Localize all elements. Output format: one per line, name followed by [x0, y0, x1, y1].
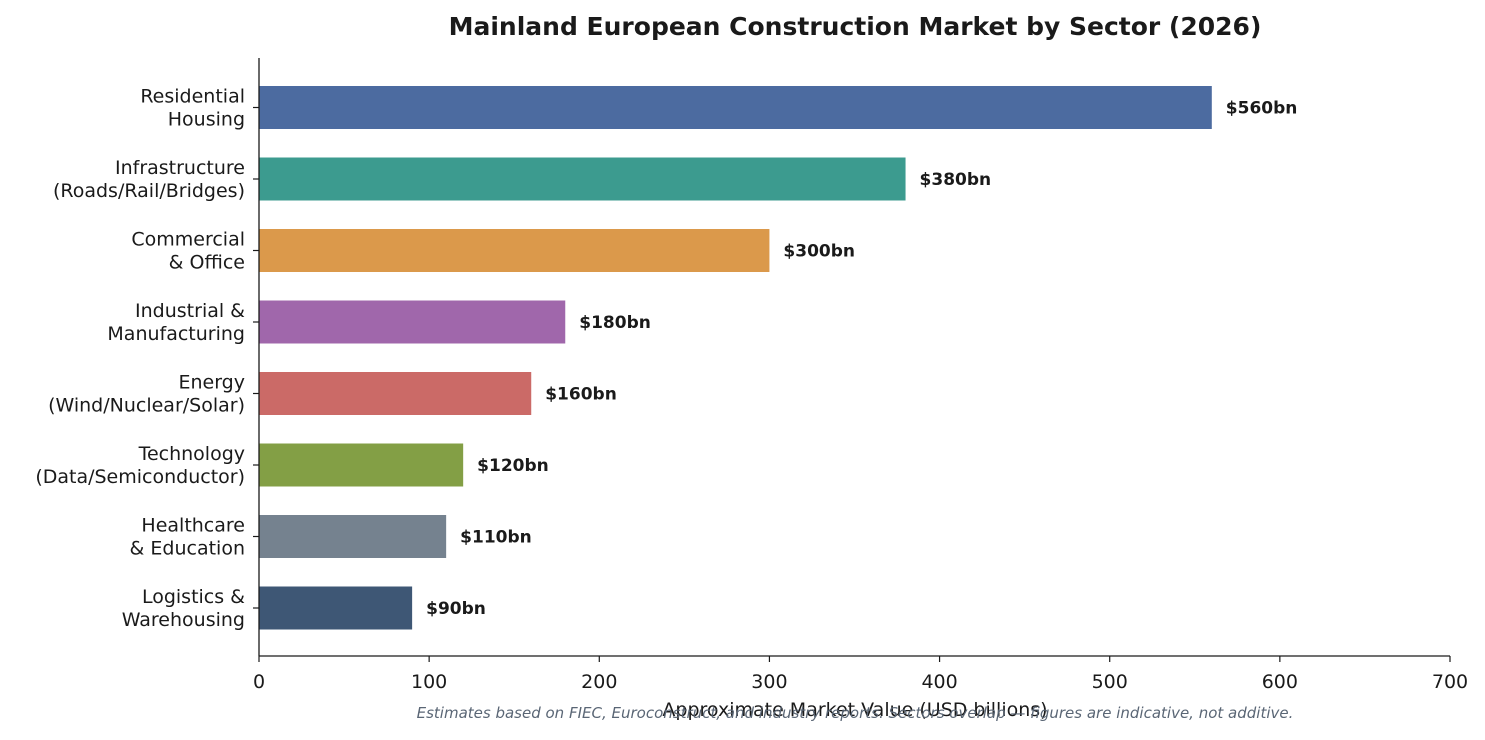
chart-title: Mainland European Construction Market by…	[449, 12, 1262, 41]
x-tick-label-2: 200	[581, 671, 617, 693]
value-label-7: $90bn	[426, 599, 486, 619]
category-label-5: Technology (Data/Semiconductor)	[35, 443, 245, 488]
value-label-0: $560bn	[1226, 99, 1298, 119]
bar-2	[259, 229, 770, 272]
category-label-3: Industrial & Manufacturing	[107, 300, 245, 345]
value-label-6: $110bn	[460, 528, 532, 548]
category-label-4: Energy (Wind/Nuclear/Solar)	[48, 372, 245, 417]
source-note: Estimates based on FIEC, Euroconstruct, …	[417, 704, 1294, 722]
x-tick-label-5: 500	[1092, 671, 1128, 693]
x-tick-label-7: 700	[1432, 671, 1468, 693]
bar-5	[259, 443, 464, 487]
category-label-2: Commercial & Office	[131, 229, 245, 274]
value-label-4: $160bn	[545, 385, 617, 405]
x-tick-label-4: 400	[921, 671, 957, 693]
axis-layer: Residential Housing Infrastructure (Roads/R…	[35, 58, 1468, 693]
value-label-3: $180bn	[579, 313, 651, 333]
bar-7	[259, 586, 413, 630]
value-label-1: $380bn	[920, 170, 992, 190]
category-label-7: Logistics & Warehousing	[122, 586, 245, 631]
bar-6	[259, 515, 447, 558]
x-tick-label-0: 0	[253, 671, 265, 693]
bars-layer: $560bn $380bn $300bn $180bn $160bn $120bn $110…	[259, 86, 1297, 630]
category-label-6: Healthcare & Education	[130, 515, 245, 560]
x-tick-label-3: 300	[751, 671, 787, 693]
value-label-5: $120bn	[477, 456, 549, 476]
x-tick-label-6: 600	[1262, 671, 1298, 693]
x-tick-label-1: 100	[411, 671, 447, 693]
bar-4	[259, 372, 532, 415]
category-label-0: Residential Housing	[140, 86, 245, 131]
bar-3	[259, 300, 566, 344]
value-label-2: $300bn	[783, 242, 855, 262]
bar-0	[259, 86, 1212, 129]
x-axis-label: Approximate Market Value (USD billions)	[662, 699, 1047, 721]
category-label-1: Infrastructure (Roads/Rail/Bridges)	[53, 157, 245, 202]
bar-1	[259, 157, 906, 201]
